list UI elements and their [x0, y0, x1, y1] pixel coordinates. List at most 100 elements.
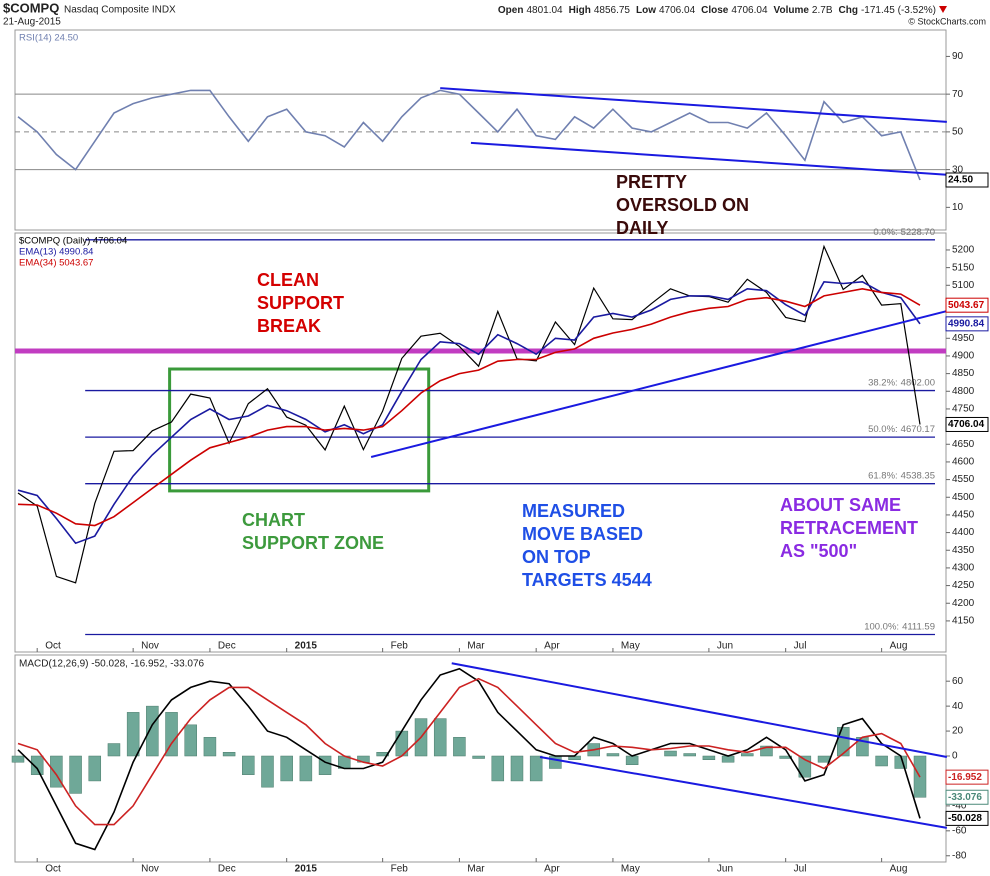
fib-name: 0.0%:: [873, 226, 897, 237]
quote-value: 4706.04: [659, 5, 696, 16]
y-tick-label: 4750: [952, 404, 975, 415]
value-tag-label: -16.952: [948, 772, 982, 783]
annotation-line: OVERSOLD ON: [616, 195, 749, 215]
y-tick-label: 4800: [952, 386, 975, 397]
y-tick-label: 90: [952, 51, 964, 62]
histogram-bar: [453, 737, 466, 757]
annotation: MEASURED MOVE BASED ON TOP TARGETS 4544: [522, 501, 652, 590]
legend-entry: MACD(12,26,9) -50.028, -16.952, -33.076: [19, 659, 205, 670]
trendline: [370, 310, 948, 458]
histogram-bar: [721, 755, 735, 763]
annotation-line: TARGETS 4544: [522, 570, 652, 590]
annotation-line: SUPPORT ZONE: [242, 533, 384, 553]
y-tick-label: 4250: [952, 580, 975, 591]
y-tick-label: 40: [952, 701, 964, 712]
value-tag-label: 4990.84: [948, 318, 985, 329]
x-tick-label: Feb: [391, 641, 409, 652]
y-tick-label: 70: [952, 89, 964, 100]
histogram-bar: [779, 755, 792, 759]
trendline: [440, 87, 947, 123]
fib-label: 0.0%: 5228.70: [873, 226, 935, 237]
x-tick-label: Mar: [467, 641, 485, 652]
value-tag: [945, 789, 989, 805]
legend-entry: EMA(34) 5043.67: [19, 258, 93, 269]
x-tick-label: Jun: [717, 864, 733, 875]
x-tick-label: Dec: [218, 864, 236, 875]
value-tag-label: 5043.67: [948, 300, 985, 311]
y-tick-label: 4500: [952, 492, 975, 503]
fib-value: 4111.59: [902, 621, 935, 632]
quote-value: -171.45 (-3.52%): [861, 5, 936, 16]
y-tick-label: 50: [952, 127, 964, 138]
x-tick-label: Apr: [544, 864, 560, 875]
x-tick-label: Aug: [890, 641, 908, 652]
y-tick-label: 4400: [952, 527, 975, 538]
histogram-bar: [299, 755, 313, 782]
annotation-line: DAILY: [616, 218, 668, 238]
x-tick-label: May: [621, 864, 640, 875]
fib-name: 50.0%:: [868, 424, 898, 435]
value-tag: [945, 297, 989, 313]
annotation-line: MEASURED: [522, 501, 625, 521]
y-tick-label: 4850: [952, 368, 975, 379]
annotation-line: BREAK: [257, 316, 321, 336]
annotation-line: CLEAN: [257, 270, 319, 290]
y-tick-label: 4650: [952, 439, 975, 450]
histogram-bar: [146, 705, 159, 757]
x-tick-label: Jul: [794, 864, 807, 875]
histogram-bar: [664, 750, 677, 757]
trendline: [539, 756, 948, 829]
date: 21-Aug-2015: [3, 17, 61, 28]
quote: Open 4801.04 High 4856.75 Low 4706.04 Close 470…: [498, 5, 936, 16]
annotation-line: MOVE BASED: [522, 524, 643, 544]
quote-value: 4706.04: [731, 5, 768, 16]
copyright: © StockCharts.com: [908, 16, 986, 26]
series-line: [17, 244, 921, 584]
fib-label: 50.0%: 4670.17: [868, 424, 935, 435]
quote-value: 4801.04: [526, 5, 563, 16]
annotation-line: ABOUT SAME: [780, 495, 901, 515]
down-arrow: [939, 6, 947, 13]
trendline: [470, 141, 947, 176]
y-tick-label: 4450: [952, 510, 975, 521]
annotation: ABOUT SAME RETRACEMENT AS "500": [780, 495, 918, 561]
y-tick-label: 5100: [952, 280, 975, 291]
series-line: [17, 280, 921, 545]
histogram-bar: [69, 755, 82, 794]
annotation-line: ON TOP: [522, 547, 591, 567]
x-tick-label: Mar: [467, 864, 485, 875]
x-tick-label: Feb: [391, 864, 409, 875]
quote-value: 4856.75: [594, 5, 631, 16]
histogram-bar: [875, 755, 888, 767]
x-tick-label: 2015: [295, 864, 318, 875]
quote-label: Chg: [839, 5, 858, 16]
x-tick-label: Aug: [890, 864, 908, 875]
y-tick-label: -60: [952, 825, 967, 836]
histogram-bar: [760, 745, 773, 757]
fib-value: 5228.70: [901, 226, 935, 237]
annotation-line: RETRACEMENT: [780, 518, 918, 538]
legend-entry: RSI(14) 24.50: [19, 33, 78, 44]
annotation-line: CHART: [242, 510, 305, 530]
x-tick-label: Dec: [218, 641, 236, 652]
histogram-bar: [625, 755, 639, 765]
y-tick-label: 4300: [952, 563, 975, 574]
histogram-bar: [606, 753, 620, 757]
value-tag: [945, 172, 989, 188]
x-tick-label: Apr: [544, 641, 560, 652]
histogram-bar: [549, 755, 562, 769]
x-tick-label: Jun: [717, 641, 733, 652]
fib-value: 4538.35: [901, 470, 935, 481]
value-tag: [945, 810, 989, 826]
symbol: $COMPQ: [3, 0, 59, 15]
y-tick-label: 20: [952, 726, 964, 737]
quote-label: Low: [636, 5, 656, 16]
y-tick-label: 4350: [952, 545, 975, 556]
histogram-bar: [376, 752, 389, 757]
histogram-bar: [491, 755, 505, 782]
quote-label: High: [569, 5, 591, 16]
value-tag: [945, 316, 989, 332]
histogram-bar: [280, 755, 293, 782]
histogram-bar: [472, 755, 485, 759]
